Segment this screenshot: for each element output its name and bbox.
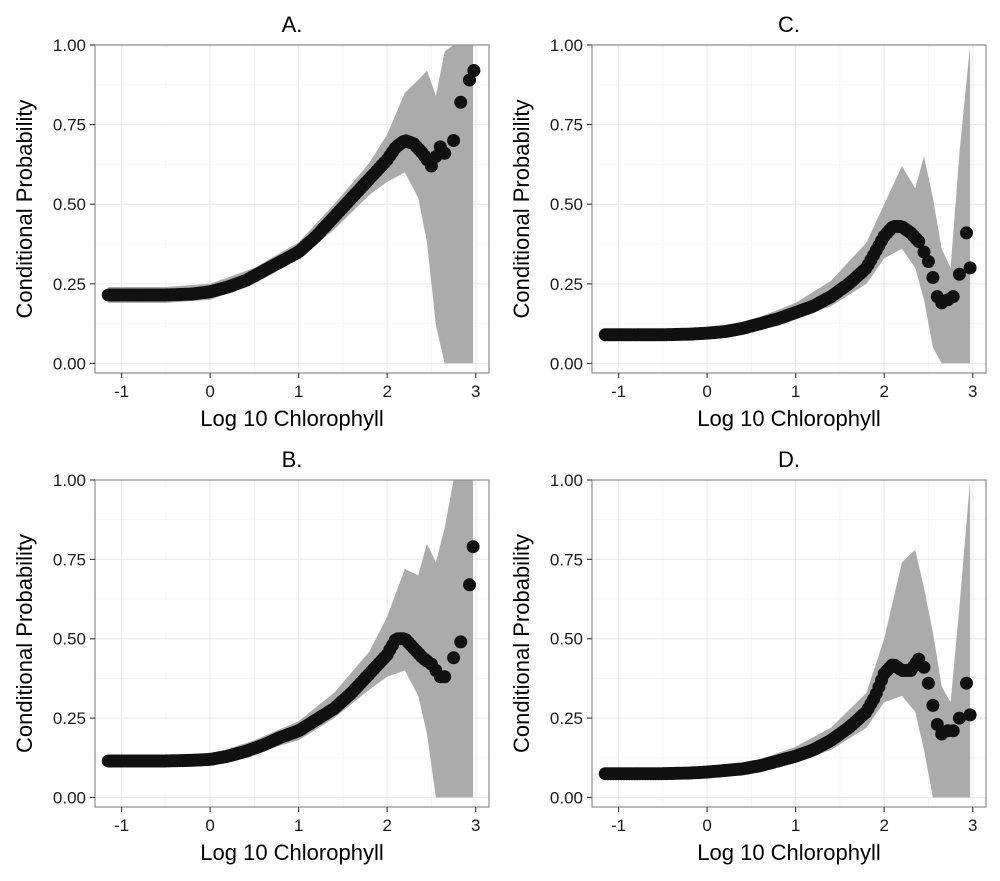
- panel-c-frame: [591, 44, 987, 374]
- panel-d: 0.00 0.25 0.50 0.75 1.00 -1 0 1 2 3 D. Log 10 Chlor…: [509, 447, 987, 865]
- panel-c-y-tick-label: 0.25: [550, 275, 583, 294]
- panel-d-point: [960, 676, 973, 690]
- panel-b-x-tick-label: -1: [114, 816, 129, 835]
- panel-d-x-tick-label: 3: [968, 816, 977, 835]
- panel-c-y-tick-label: 0.75: [550, 116, 583, 135]
- panel-d-frame: [591, 479, 987, 808]
- panel-d-confidence-band: [605, 480, 971, 798]
- panel-d-point: [946, 724, 960, 738]
- panel-d-y-tick-label: 0.25: [550, 709, 583, 728]
- panel-b-point: [463, 578, 476, 592]
- panel-d-point: [921, 676, 935, 690]
- panel-b-point: [454, 635, 468, 649]
- panel-a-frame: [94, 44, 490, 374]
- panel-c-x-tick-label: 3: [968, 382, 977, 401]
- panel-c-y-axis-title: Conditional Probability: [509, 100, 534, 319]
- panel-a-y-tick-label: 0.75: [53, 116, 86, 135]
- panel-c-point: [963, 261, 977, 275]
- panel-a-y-axis-title: Conditional Probability: [12, 100, 37, 319]
- panel-d-title: D.: [778, 447, 800, 472]
- panel-d-point: [963, 708, 977, 722]
- panel-c-point: [946, 290, 960, 304]
- panel-d-point: [917, 660, 931, 674]
- panel-a-x-tick-label: -1: [114, 382, 129, 401]
- panel-d-x-axis-title: Log 10 Chlorophyll: [697, 840, 880, 865]
- panel-c-title: C.: [778, 12, 800, 37]
- panel-c-x-tick-label: 0: [702, 382, 711, 401]
- panel-c-x-tick-label: 1: [791, 382, 800, 401]
- panel-b-y-tick-label: 1.00: [53, 471, 86, 490]
- panel-b-point: [447, 651, 461, 665]
- panel-a-y-tick-label: 0.50: [53, 195, 86, 214]
- panel-a-x-tick-label: 0: [205, 382, 214, 401]
- panel-d-x-tick-label: 0: [702, 816, 711, 835]
- panel-c-x-tick-label: -1: [611, 382, 626, 401]
- panel-a-point: [454, 95, 468, 109]
- panel-d-y-tick-label: 0.50: [550, 630, 583, 649]
- panel-b-point: [438, 670, 452, 684]
- panel-a-point: [447, 134, 461, 147]
- panel-a-x-axis-title: Log 10 Chlorophyll: [200, 406, 383, 431]
- panel-a-y-tick-label: 0.25: [53, 275, 86, 294]
- panel-a: 0.00 0.25 0.50 0.75 1.00 -1 0 1 2 3 A. Log 10 Chlor…: [12, 12, 490, 431]
- panel-b-x-axis-title: Log 10 Chlorophyll: [200, 840, 383, 865]
- panel-b-y-tick-label: 0.00: [53, 788, 86, 807]
- panel-a-x-tick-label: 1: [294, 382, 303, 401]
- panel-b-x-tick-label: 1: [294, 816, 303, 835]
- panel-a-point: [467, 64, 481, 77]
- panel-b: 0.00 0.25 0.50 0.75 1.00 -1 0 1 2 3 B. Log 10 Chlor…: [12, 447, 490, 865]
- panel-b-y-tick-label: 0.25: [53, 709, 86, 728]
- panel-c-x-axis-title: Log 10 Chlorophyll: [697, 406, 880, 431]
- panel-c-point: [912, 235, 926, 248]
- panel-b-x-tick-label: 0: [205, 816, 214, 835]
- panel-c-y-tick-label: 0.00: [550, 354, 583, 373]
- panel-a-title: A.: [282, 12, 303, 37]
- panel-c-point: [921, 255, 935, 268]
- panel-b-y-tick-label: 0.50: [53, 630, 86, 649]
- panel-b-y-tick-label: 0.75: [53, 550, 86, 569]
- panel-b-frame: [94, 479, 490, 808]
- panel-c-point: [926, 271, 940, 284]
- panel-c-point: [952, 267, 966, 281]
- panel-a-x-tick-label: 2: [382, 382, 391, 401]
- panel-a-point: [438, 146, 452, 160]
- panel-b-title: B.: [282, 447, 303, 472]
- panel-b-x-tick-label: 3: [471, 816, 480, 835]
- panel-c: 0.00 0.25 0.50 0.75 1.00 -1 0 1 2 3 C. Log 10 Chlor…: [509, 12, 987, 431]
- panel-d-y-tick-label: 0.00: [550, 788, 583, 807]
- panel-a-y-tick-label: 1.00: [53, 36, 86, 55]
- panel-c-x-tick-label: 2: [879, 382, 888, 401]
- panel-d-y-axis-title: Conditional Probability: [509, 534, 534, 753]
- panel-d-point: [952, 711, 966, 725]
- panel-b-y-axis-title: Conditional Probability: [12, 534, 37, 753]
- panel-d-y-tick-label: 1.00: [550, 471, 583, 490]
- panel-b-x-tick-label: 2: [382, 816, 391, 835]
- panel-d-x-tick-label: 1: [791, 816, 800, 835]
- panel-a-y-tick-label: 0.00: [53, 354, 86, 373]
- panel-d-x-tick-label: -1: [611, 816, 626, 835]
- panel-c-point: [960, 226, 973, 240]
- panel-c-y-tick-label: 1.00: [550, 36, 583, 55]
- panel-b-point: [466, 540, 480, 554]
- panel-a-x-tick-label: 3: [471, 382, 480, 401]
- panel-d-x-tick-label: 2: [879, 816, 888, 835]
- panel-d-point: [926, 698, 940, 712]
- panel-c-y-tick-label: 0.50: [550, 195, 583, 214]
- panel-d-y-tick-label: 0.75: [550, 550, 583, 569]
